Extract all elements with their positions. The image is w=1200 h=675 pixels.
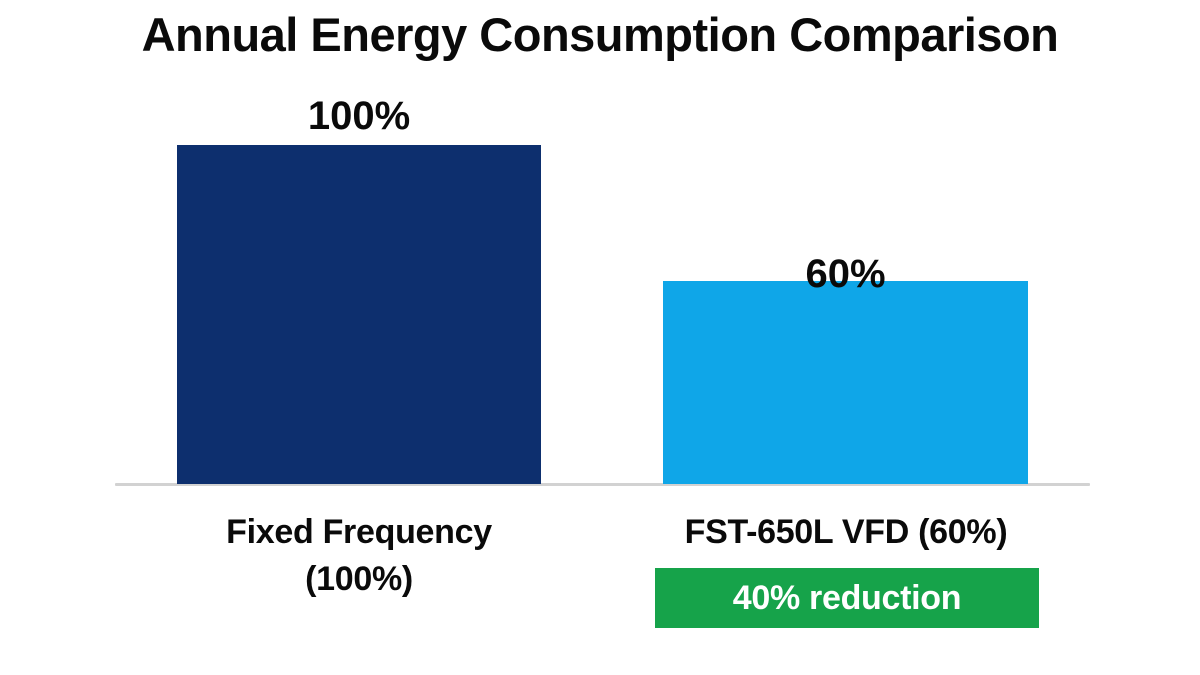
bar-value-label-fst-650l-vfd: 60%: [805, 252, 886, 296]
bar-fst-650l-vfd: [663, 280, 1028, 484]
reduction-badge-label: 40% reduction: [732, 579, 962, 617]
reduction-badge: 40% reduction: [655, 568, 1039, 628]
bar-fixed-frequency: [177, 145, 541, 484]
category-label-fixed-frequency-line2: (100%): [305, 559, 413, 598]
chart-title: Annual Energy Consumption Comparison: [141, 8, 1059, 61]
x-axis-line: [115, 483, 1090, 486]
category-label-fixed-frequency: Fixed Frequency (100%): [140, 509, 578, 603]
category-label-fst-650l-vfd: FST-650L VFD (60%): [684, 513, 1008, 551]
bar-value-label-fixed-frequency: 100%: [307, 94, 411, 138]
category-label-fixed-frequency-line1: Fixed Frequency: [226, 513, 492, 551]
